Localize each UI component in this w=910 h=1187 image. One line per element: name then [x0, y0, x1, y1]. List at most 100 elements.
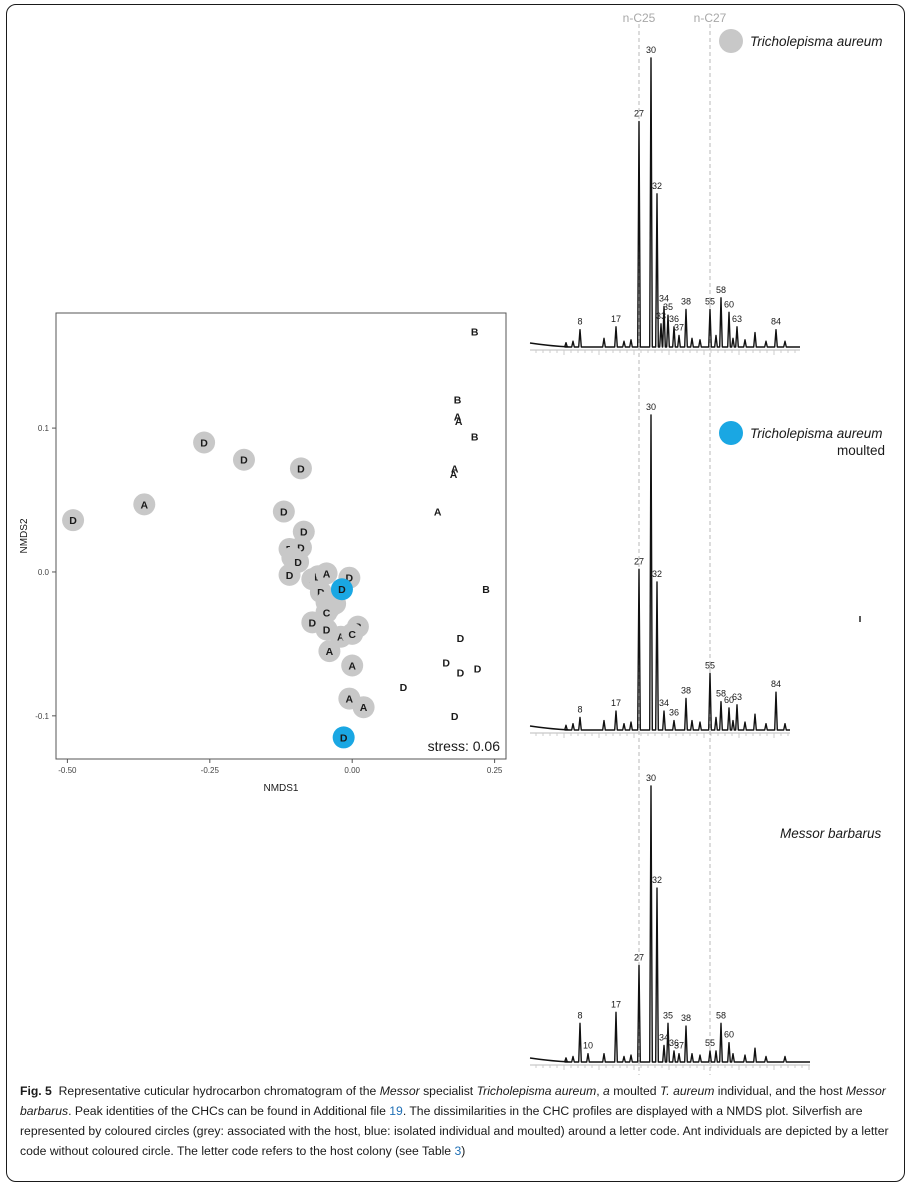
peak-label: 63 — [732, 692, 742, 702]
silverfish-point-label: D — [338, 584, 346, 596]
peak-label: 58 — [716, 689, 726, 699]
caption-italic: Tricholepisma aureum — [476, 1084, 597, 1098]
silverfish-point — [341, 622, 364, 645]
caption-text: individual, and the host — [714, 1084, 846, 1098]
y-tick-label: 0.1 — [38, 424, 50, 433]
peak-label: 34 — [659, 1032, 669, 1042]
silverfish-point — [62, 509, 85, 532]
peak-label: 32 — [652, 569, 662, 579]
silverfish-point — [318, 640, 341, 663]
ant-point-label: D — [457, 633, 465, 645]
table-link[interactable]: 3 — [454, 1144, 462, 1158]
silverfish-point — [133, 493, 156, 516]
peak-label: 58 — [716, 285, 726, 295]
nmds-plot-panel — [55, 312, 507, 760]
peak-label: 84 — [771, 317, 781, 327]
peak-label: 55 — [705, 660, 715, 670]
panel-subtitle: moulted — [837, 443, 885, 458]
x-tick-label: 0.00 — [344, 766, 360, 775]
ant-point-label: D — [457, 668, 465, 680]
silverfish-point — [272, 500, 295, 523]
peak-label: 27 — [634, 109, 644, 119]
figure-canvas: -0.50 -0.25 0.00 0.25 -0.1 0.0 0.1 NMDS1 NMDS2 st… — [19, 11, 885, 1075]
chromatogram-trace — [529, 57, 800, 348]
ant-point-label: A — [455, 416, 463, 428]
caption-italic: T. aureum — [659, 1084, 715, 1098]
ant-point-label: B — [471, 327, 479, 339]
peak-label: 55 — [705, 296, 715, 306]
peak-label: 58 — [716, 1010, 726, 1020]
panel-title: Messor barbarus — [780, 826, 882, 841]
peak-label: 8 — [577, 317, 582, 327]
peak-label: 17 — [611, 314, 621, 324]
silverfish-point-label: A — [348, 660, 356, 672]
silverfish-point-label: A — [346, 694, 354, 706]
peak-label: 36 — [669, 314, 679, 324]
peak-label: 37 — [674, 1041, 684, 1051]
caption-text: . Peak identities of the CHCs can be fou… — [68, 1104, 390, 1118]
peak-label: 8 — [577, 704, 582, 714]
peak-label: 37 — [674, 322, 684, 332]
figure-label: Fig. 5 — [20, 1084, 52, 1098]
silverfish-moulted-point — [330, 578, 353, 601]
silverfish-point — [352, 696, 375, 719]
peak-label: 30 — [646, 45, 656, 55]
panel-title: Tricholepisma aureum — [750, 426, 883, 441]
silverfish-point-label: D — [200, 437, 208, 449]
peak-label: 30 — [646, 402, 656, 412]
x-tick-label: -0.50 — [58, 766, 77, 775]
silverfish-point-label: A — [337, 632, 345, 644]
grey-legend-marker — [719, 29, 743, 53]
panel-title: Tricholepisma aureum — [750, 34, 883, 49]
caption-text: ) — [461, 1144, 466, 1158]
caption-italic: Messor barbarus — [20, 1084, 886, 1118]
peak-label: 84 — [771, 679, 781, 689]
caption-text: moulted — [609, 1084, 660, 1098]
peak-label: 17 — [611, 999, 621, 1009]
peak-label: 55 — [705, 1038, 715, 1048]
ant-point-label: B — [471, 432, 479, 444]
silverfish-point — [232, 448, 255, 471]
ant-point-label: A — [450, 469, 458, 481]
peak-label: 63 — [732, 314, 742, 324]
additional-file-link[interactable]: 19 — [389, 1104, 403, 1118]
blue-legend-marker — [719, 421, 743, 445]
silverfish-point — [315, 562, 338, 585]
peak-label: 30 — [646, 773, 656, 783]
ant-point-label: A — [434, 507, 442, 519]
chromatogram-trace — [529, 414, 790, 731]
peak-label: 10 — [583, 1041, 593, 1051]
ant-point-label: D — [442, 658, 450, 670]
peak-label: 27 — [634, 556, 644, 566]
peak-label: 36 — [669, 708, 679, 718]
caption-text: specialist — [419, 1084, 477, 1098]
caption-text: Representative cuticular hydrocarbon chr… — [58, 1084, 380, 1098]
reference-label-c25: n-C25 — [623, 11, 656, 25]
peak-label: 34 — [659, 294, 669, 304]
peak-label: 35 — [663, 1010, 673, 1020]
silverfish-point-label: D — [69, 515, 77, 527]
peak-label: 60 — [724, 1030, 734, 1040]
silverfish-point-label: D — [300, 527, 308, 539]
x-tick-label: -0.25 — [201, 766, 220, 775]
silverfish-point-label: C — [323, 607, 331, 619]
silverfish-point-label: A — [323, 568, 331, 580]
silverfish-point-label: D — [297, 543, 305, 555]
peak-label: 33 — [656, 311, 666, 321]
peak-label: 34 — [659, 698, 669, 708]
silverfish-point-label: D — [309, 617, 317, 629]
chromatogram-trace — [529, 785, 810, 1063]
silverfish-point-label: D — [286, 570, 294, 582]
peak-label: 17 — [611, 698, 621, 708]
peak-label: 60 — [724, 299, 734, 309]
ant-point-label: D — [451, 711, 459, 723]
silverfish-point-label: D — [280, 507, 288, 519]
silverfish-point-label: D — [340, 732, 348, 744]
y-axis-label: NMDS2 — [19, 518, 30, 553]
ant-point-label: B — [482, 584, 490, 596]
x-axis-label: NMDS1 — [263, 783, 298, 794]
silverfish-point — [289, 457, 312, 480]
peak-label: 60 — [724, 695, 734, 705]
y-tick-label: -0.1 — [35, 712, 49, 721]
silverfish-point-label: A — [360, 702, 368, 714]
